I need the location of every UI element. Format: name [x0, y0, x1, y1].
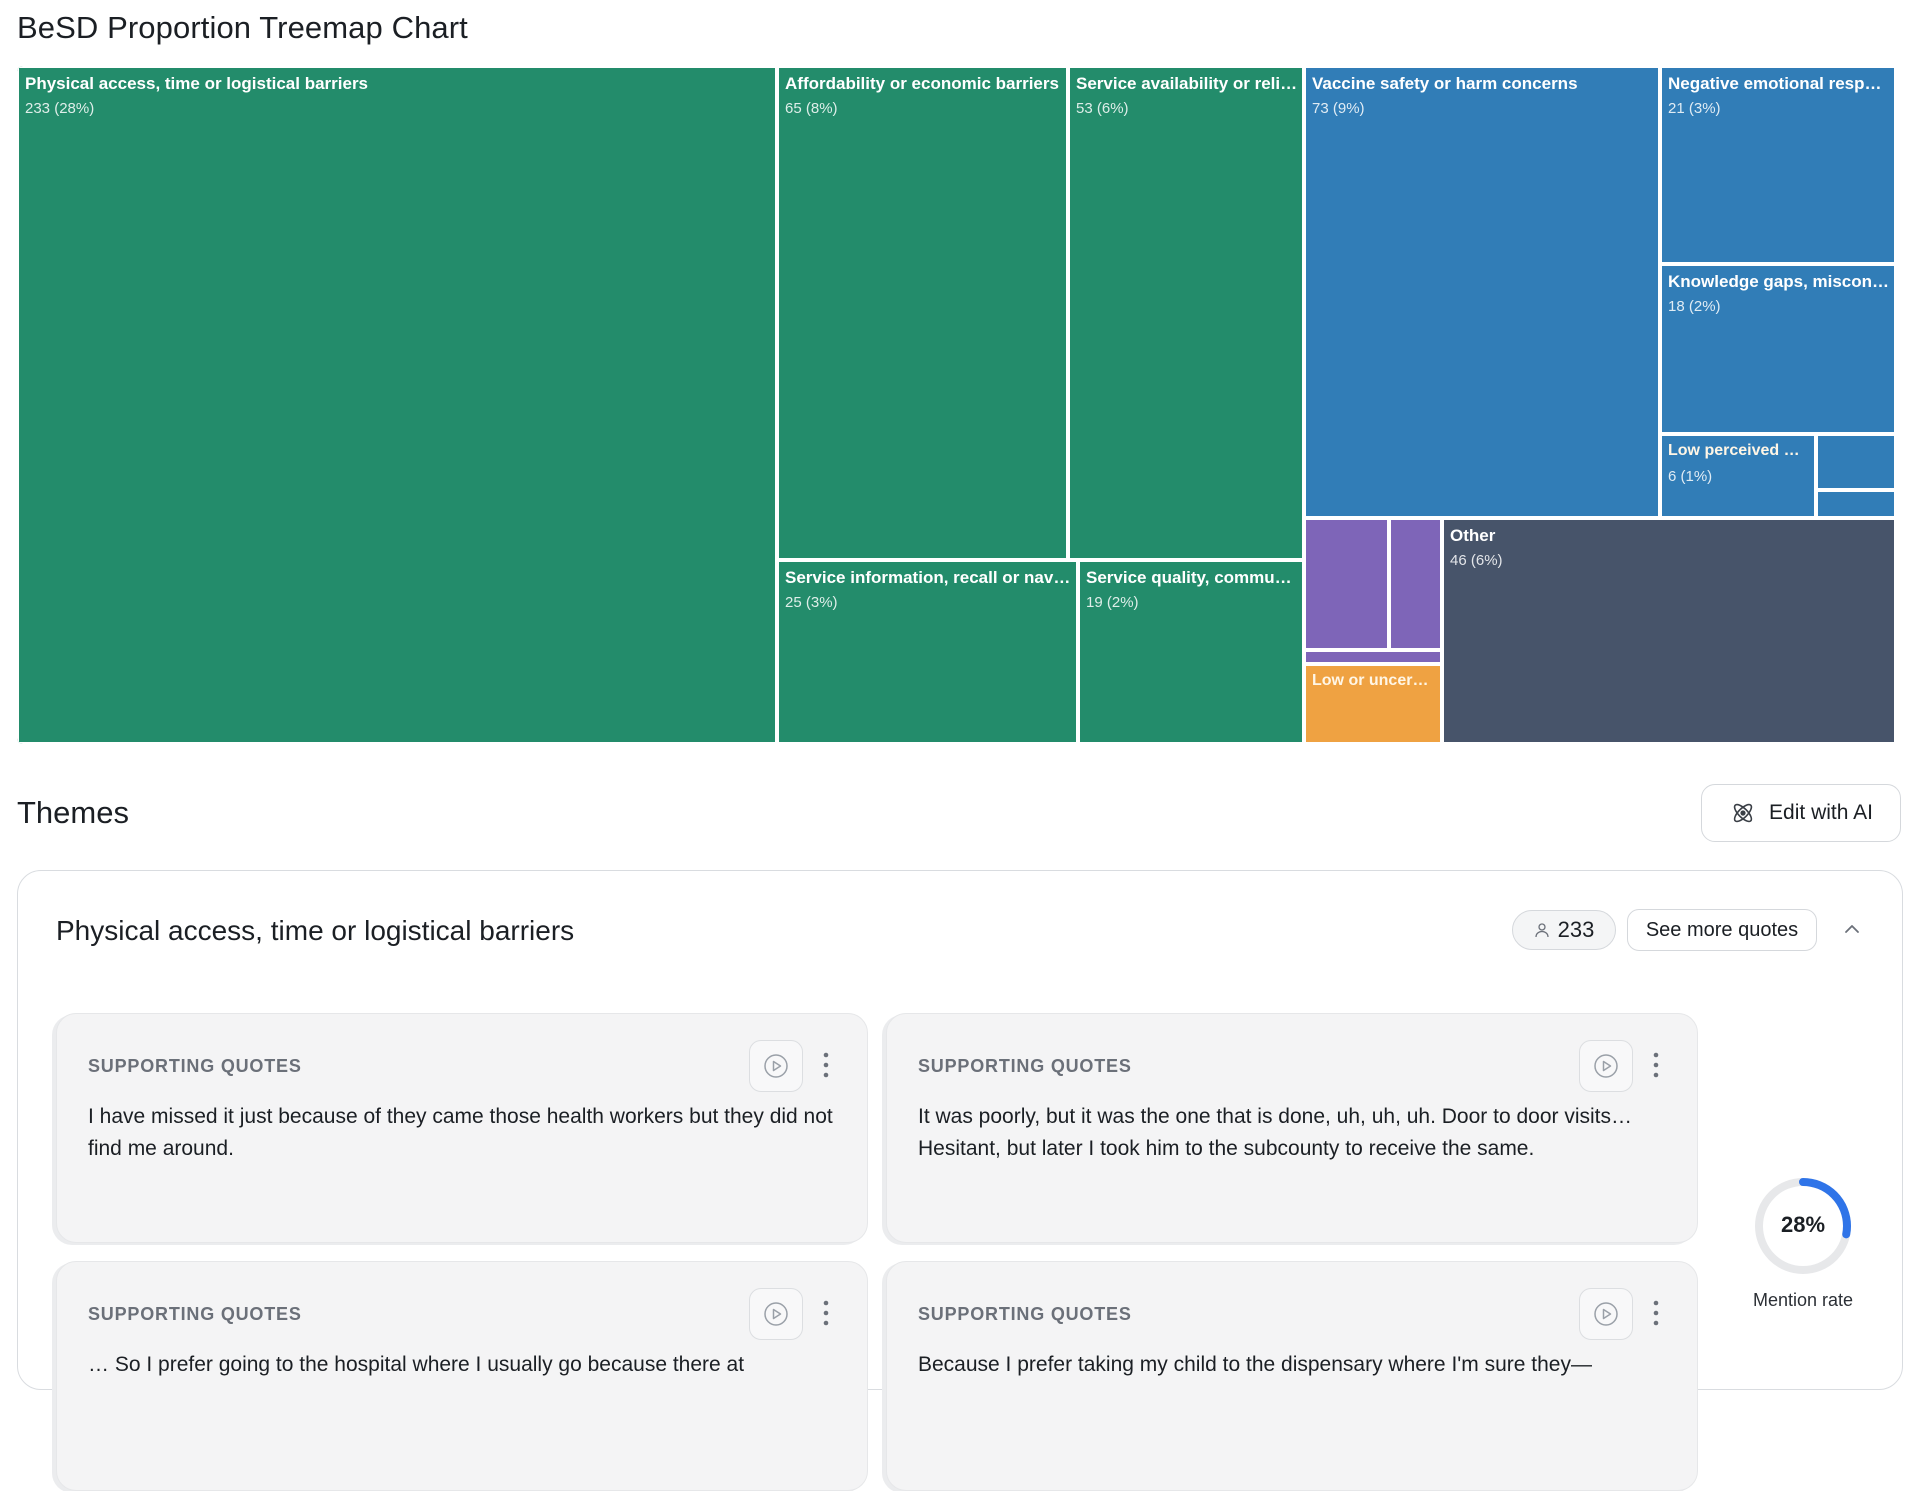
kebab-menu-icon[interactable] — [819, 1298, 833, 1328]
treemap-tile-label: Other — [1450, 526, 1496, 545]
treemap-chart: Physical access, time or logistical barr… — [17, 66, 1903, 744]
mention-rate: 28% Mention rate — [1728, 1174, 1878, 1311]
quote-heading: SUPPORTING QUOTES — [918, 1056, 1132, 1076]
see-more-quotes-button[interactable]: See more quotes — [1627, 909, 1817, 951]
treemap-tile[interactable]: Other 46 (6%) — [1442, 518, 1896, 744]
treemap-tile[interactable] — [1816, 434, 1896, 490]
play-circle-icon — [764, 1054, 788, 1078]
play-audio-button[interactable] — [749, 1040, 803, 1092]
treemap-tile-value: 25 (3%) — [785, 594, 838, 611]
treemap-tile[interactable]: Physical access, time or logistical barr… — [17, 66, 777, 744]
quote-card: SUPPORTING QUOTES Because I prefer takin… — [886, 1261, 1698, 1491]
play-audio-button[interactable] — [1579, 1288, 1633, 1340]
treemap-tile[interactable]: Low or uncer… — [1304, 664, 1442, 744]
treemap-tile-value: 46 (6%) — [1450, 552, 1503, 569]
quote-card: SUPPORTING QUOTES It was poorly, but it … — [886, 1013, 1698, 1243]
play-audio-button[interactable] — [1579, 1040, 1633, 1092]
person-icon — [1534, 923, 1549, 938]
treemap-tile[interactable]: Affordability or economic barriers 65 (8%… — [777, 66, 1068, 560]
mention-rate-ring — [1755, 1178, 1851, 1274]
chevron-up-icon[interactable] — [1840, 917, 1864, 941]
treemap-tile-label: Service availability or reli… — [1076, 74, 1298, 93]
play-circle-icon — [1594, 1302, 1618, 1326]
theme-card: Physical access, time or logistical barr… — [17, 870, 1903, 1491]
treemap-tile[interactable]: Low perceived … 6 (1%) — [1660, 434, 1816, 518]
quote-heading: SUPPORTING QUOTES — [88, 1304, 302, 1324]
treemap-tile[interactable]: Service information, recall or nav… 25 (3… — [777, 560, 1078, 744]
treemap-tile-label: Negative emotional resp… — [1668, 74, 1882, 93]
play-audio-button[interactable] — [749, 1288, 803, 1340]
quote-heading: SUPPORTING QUOTES — [88, 1056, 302, 1076]
treemap-tile-value: 53 (6%) — [1076, 100, 1129, 117]
quote-card: SUPPORTING QUOTES I have missed it just … — [56, 1013, 868, 1243]
kebab-menu-icon[interactable] — [1649, 1298, 1663, 1328]
treemap-tile[interactable]: Vaccine safety or harm concerns 73 (9%) — [1304, 66, 1660, 518]
mention-rate-value: 28% — [1780, 1212, 1826, 1237]
treemap-tile[interactable]: Service quality, commu… 19 (2%) — [1078, 560, 1304, 744]
treemap-tile-value: 21 (3%) — [1668, 100, 1721, 117]
page-title: BeSD Proportion Treemap Chart — [17, 10, 468, 45]
treemap-tile[interactable]: Knowledge gaps, miscon… 18 (2%) — [1660, 264, 1896, 434]
quote-text: … So I prefer going to the hospital wher… — [88, 1353, 745, 1376]
treemap-tile[interactable] — [1816, 490, 1896, 518]
treemap-tile-label: Low or uncer… — [1312, 672, 1429, 689]
edit-with-ai-label: Edit with AI — [1769, 801, 1873, 824]
treemap-tile-label: Vaccine safety or harm concerns — [1312, 74, 1578, 93]
play-circle-icon — [764, 1302, 788, 1326]
treemap-tile[interactable] — [1304, 650, 1442, 664]
edit-with-ai-button[interactable]: Edit with AI — [1701, 784, 1901, 842]
treemap-tile-label: Knowledge gaps, miscon… — [1668, 272, 1890, 291]
treemap-tile-value: 6 (1%) — [1668, 468, 1713, 485]
atom-sparkle-icon — [1733, 803, 1753, 823]
quote-heading: SUPPORTING QUOTES — [918, 1304, 1132, 1324]
treemap-tile-label: Service quality, commu… — [1086, 568, 1292, 587]
treemap-tile-label: Affordability or economic barriers — [785, 74, 1059, 93]
quote-text: I have missed it just because of they ca… — [88, 1105, 833, 1160]
treemap-tile[interactable] — [1389, 518, 1442, 650]
themes-title: Themes — [17, 795, 129, 830]
treemap-tile[interactable]: Negative emotional resp… 21 (3%) — [1660, 66, 1896, 264]
mention-rate-label: Mention rate — [1752, 1290, 1854, 1310]
participant-count: 233 — [1557, 917, 1595, 942]
play-circle-icon — [1594, 1054, 1618, 1078]
treemap-tile-value: 73 (9%) — [1312, 100, 1365, 117]
theme-title: Physical access, time or logistical barr… — [56, 915, 575, 946]
quote-text: Because I prefer taking my child to the … — [918, 1353, 1592, 1376]
kebab-menu-icon[interactable] — [819, 1050, 833, 1080]
kebab-menu-icon[interactable] — [1649, 1050, 1663, 1080]
treemap-tile-value: 65 (8%) — [785, 100, 838, 117]
treemap-tile-value: 18 (2%) — [1668, 298, 1721, 315]
participant-count-badge: 233 — [1512, 910, 1616, 950]
treemap-tile[interactable] — [1304, 518, 1389, 650]
quote-card: SUPPORTING QUOTES … So I prefer going to… — [56, 1261, 868, 1491]
quote-text: It was poorly, but it was the one that i… — [918, 1105, 1632, 1160]
treemap-tile-label: Service information, recall or nav… — [785, 568, 1071, 587]
treemap-tile-value: 233 (28%) — [25, 100, 95, 117]
treemap-tile-value: 19 (2%) — [1086, 594, 1139, 611]
treemap-tile[interactable]: Service availability or reli… 53 (6%) — [1068, 66, 1304, 560]
treemap-tile-label: Low perceived … — [1668, 442, 1800, 459]
treemap-tile-label: Physical access, time or logistical barr… — [25, 74, 369, 93]
